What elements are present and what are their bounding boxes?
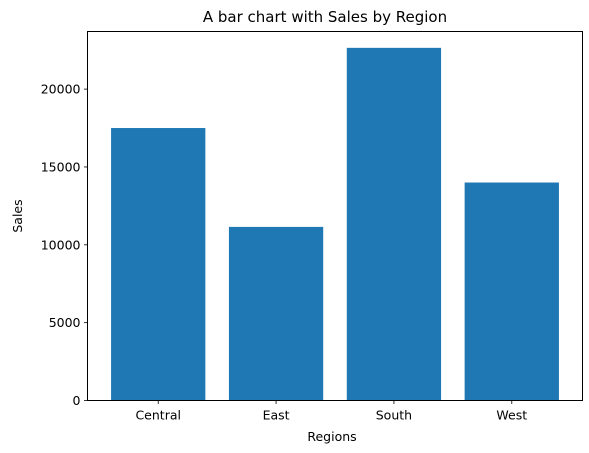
x-tick-label-east: East bbox=[263, 408, 290, 423]
y-tick-label: 10000 bbox=[41, 237, 81, 252]
chart-title: A bar chart with Sales by Region bbox=[203, 8, 447, 26]
y-tick-label: 20000 bbox=[41, 82, 81, 97]
plot-frame bbox=[87, 31, 583, 401]
x-tick-label-south: South bbox=[376, 408, 412, 423]
y-tick-label: 5000 bbox=[49, 315, 81, 330]
bar-east bbox=[228, 226, 324, 401]
x-tick-label-west: West bbox=[496, 408, 527, 423]
y-axis: 0 5000 10000 15000 20000 bbox=[41, 82, 88, 408]
x-axis: Central East South West bbox=[135, 400, 527, 423]
x-tick-label-central: Central bbox=[135, 408, 181, 423]
y-tick-label: 15000 bbox=[41, 159, 81, 174]
bars-group bbox=[111, 47, 559, 401]
y-axis-title: Sales bbox=[10, 199, 25, 232]
x-axis-title: Regions bbox=[307, 429, 356, 444]
bar-south bbox=[346, 47, 442, 401]
bar-west bbox=[464, 182, 559, 401]
bar-central bbox=[111, 128, 206, 401]
y-tick-label: 0 bbox=[73, 393, 81, 408]
